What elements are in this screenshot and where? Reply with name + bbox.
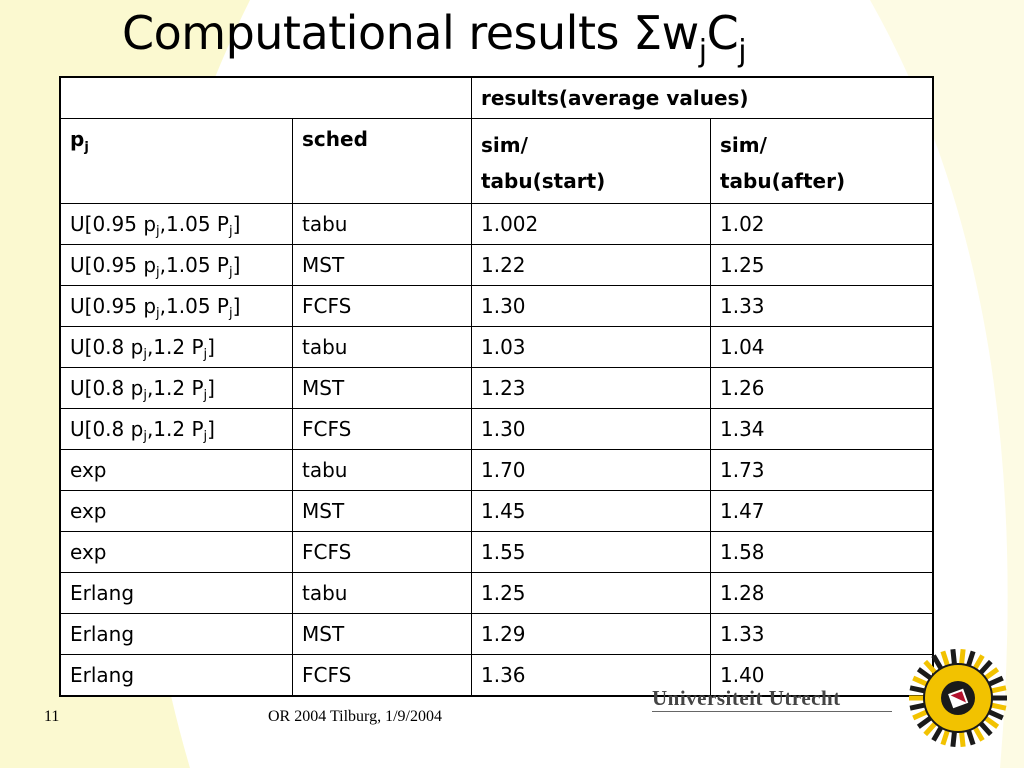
cell-sched: MST [292,244,472,286]
table-column-header-row: pj sched sim/ tabu(start) sim/ tabu(afte… [59,118,934,204]
cell-tabu-start: 1.36 [471,654,711,697]
university-seal-logo [909,649,1007,747]
table-row: U[0.8 pj,1.2 Pj] MST 1.23 1.26 [59,367,934,409]
cell-tabu-start: 1.03 [471,326,711,368]
cell-distribution: U[0.8 pj,1.2 Pj] [59,367,293,409]
cell-tabu-after: 1.02 [710,203,934,245]
university-name: Universiteit Utrecht [652,686,841,710]
cell-sched: FCFS [292,285,472,327]
cell-sched: FCFS [292,408,472,450]
cell-tabu-after: 1.04 [710,326,934,368]
results-table: results(average values) pj sched sim/ ta… [59,76,934,697]
table-group-header-row: results(average values) [59,76,934,119]
table-row: U[0.95 pj,1.05 Pj] FCFS 1.30 1.33 [59,285,934,327]
cell-tabu-after: 1.40 [710,654,934,697]
cell-tabu-start: 1.30 [471,408,711,450]
cell-tabu-start: 1.002 [471,203,711,245]
cell-tabu-after: 1.33 [710,285,934,327]
cell-tabu-after: 1.73 [710,449,934,491]
cell-distribution: U[0.95 pj,1.05 Pj] [59,285,293,327]
cell-sched: tabu [292,572,472,614]
cell-distribution: U[0.8 pj,1.2 Pj] [59,408,293,450]
table-row: Erlang MST 1.29 1.33 [59,613,934,655]
cell-tabu-start: 1.55 [471,531,711,573]
cell-sched: MST [292,367,472,409]
header-sched: sched [292,118,472,204]
cell-distribution: exp [59,490,293,532]
table-row: exp MST 1.45 1.47 [59,490,934,532]
cell-tabu-after: 1.28 [710,572,934,614]
background-band [0,0,44,768]
cell-tabu-start: 1.45 [471,490,711,532]
cell-tabu-after: 1.58 [710,531,934,573]
cell-distribution: Erlang [59,613,293,655]
cell-tabu-start: 1.70 [471,449,711,491]
table-row: Erlang tabu 1.25 1.28 [59,572,934,614]
cell-tabu-start: 1.23 [471,367,711,409]
university-underline [652,711,892,712]
cell-sched: MST [292,490,472,532]
cell-distribution: exp [59,531,293,573]
cell-distribution: U[0.95 pj,1.05 Pj] [59,203,293,245]
cell-tabu-start: 1.30 [471,285,711,327]
cell-sched: MST [292,613,472,655]
slide-number: 11 [44,708,60,725]
table-row: Erlang FCFS 1.36 1.40 [59,654,934,697]
header-pj: pj [59,118,293,204]
cell-distribution: U[0.8 pj,1.2 Pj] [59,326,293,368]
cell-tabu-start: 1.25 [471,572,711,614]
table-body: U[0.95 pj,1.05 Pj] tabu 1.002 1.02 U[0.95 pj… [59,203,934,697]
table-row: exp tabu 1.70 1.73 [59,449,934,491]
table-row: exp FCFS 1.55 1.58 [59,531,934,573]
cell-tabu-after: 1.34 [710,408,934,450]
cell-tabu-start: 1.29 [471,613,711,655]
group-header-cell: results(average values) [471,76,934,119]
cell-distribution: Erlang [59,654,293,697]
cell-distribution: U[0.95 pj,1.05 Pj] [59,244,293,286]
table-row: U[0.8 pj,1.2 Pj] FCFS 1.30 1.34 [59,408,934,450]
table-row: U[0.8 pj,1.2 Pj] tabu 1.03 1.04 [59,326,934,368]
cell-sched: tabu [292,326,472,368]
table-row: U[0.95 pj,1.05 Pj] MST 1.22 1.25 [59,244,934,286]
table-row: U[0.95 pj,1.05 Pj] tabu 1.002 1.02 [59,203,934,245]
cell-distribution: Erlang [59,572,293,614]
header-sim-tabu-after: sim/ tabu(after) [710,118,934,204]
cell-sched: tabu [292,449,472,491]
header-sim-tabu-start: sim/ tabu(start) [471,118,711,204]
cell-tabu-after: 1.33 [710,613,934,655]
empty-header-cell [59,76,472,119]
cell-tabu-after: 1.47 [710,490,934,532]
slide-title: Computational results ΣwjCj [122,6,747,69]
cell-tabu-after: 1.25 [710,244,934,286]
cell-sched: FCFS [292,654,472,697]
cell-sched: tabu [292,203,472,245]
footer-event: OR 2004 Tilburg, 1/9/2004 [268,708,442,725]
cell-tabu-after: 1.26 [710,367,934,409]
cell-sched: FCFS [292,531,472,573]
cell-tabu-start: 1.22 [471,244,711,286]
cell-distribution: exp [59,449,293,491]
